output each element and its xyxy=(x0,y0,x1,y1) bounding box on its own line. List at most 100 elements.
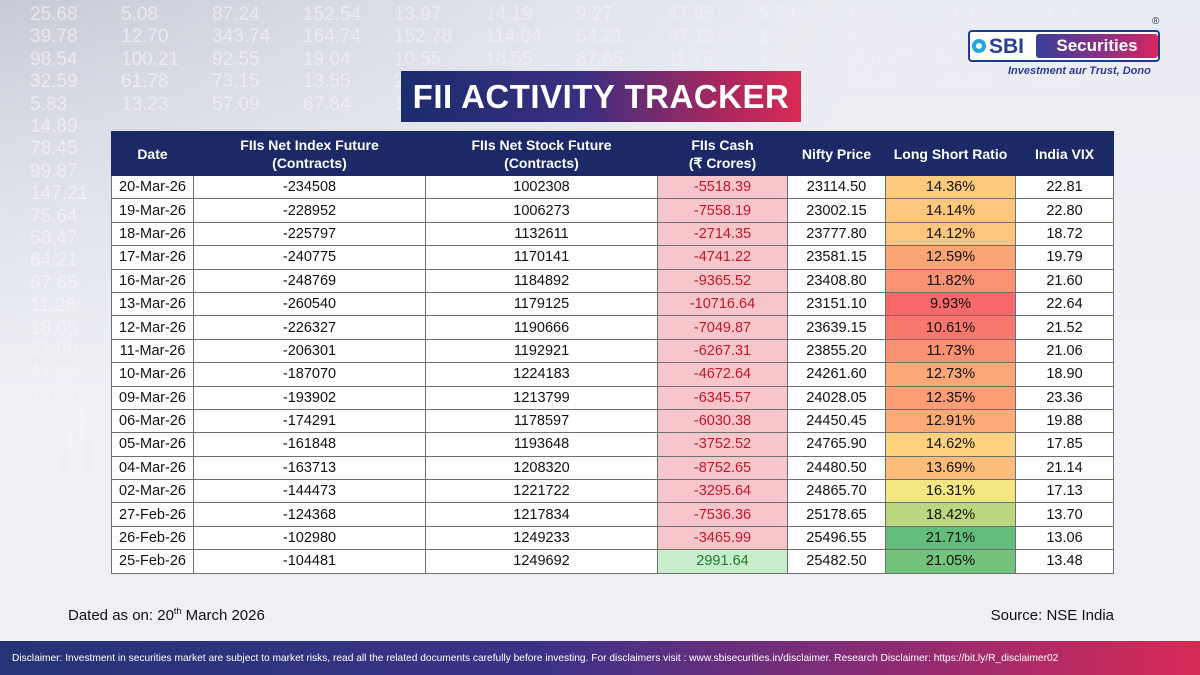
logo-frame: SBI Securities xyxy=(968,30,1160,62)
cell-stock-future: 1221722 xyxy=(425,479,658,504)
cell-stock-future: 1192921 xyxy=(425,338,658,364)
fii-activity-table: Date FIIs Net Index Future (Contracts) FIIs… xyxy=(111,131,1114,574)
cell-stock-future: 1178597 xyxy=(425,408,658,434)
column-header-line: FIIs Net Stock Future xyxy=(471,136,612,153)
cell-date: 18-Mar-26 xyxy=(111,221,194,247)
cell-nifty: 25482.50 xyxy=(787,549,886,574)
logo-securities-pill: Securities xyxy=(1036,34,1158,58)
candle-body xyxy=(67,430,73,490)
cell-vix: 21.60 xyxy=(1015,268,1114,293)
cell-ratio: 14.12% xyxy=(885,221,1016,247)
dated-prefix: Dated as on: 20 xyxy=(68,607,174,624)
table-row: 17-Mar-26 -240775 1170141 -4741.22 23581.15 1… xyxy=(111,245,1114,270)
cell-nifty: 24480.50 xyxy=(787,455,886,481)
column-header: India VIX xyxy=(1015,131,1114,176)
title-banner: FII ACTIVITY TRACKER xyxy=(401,71,801,122)
cell-vix: 19.79 xyxy=(1015,245,1114,270)
cell-vix: 21.06 xyxy=(1015,338,1114,364)
cell-index-future: -144473 xyxy=(193,479,426,504)
cell-ratio: 18.42% xyxy=(885,502,1016,527)
registered-mark: ® xyxy=(1152,16,1160,27)
cell-date: 12-Mar-26 xyxy=(111,315,194,340)
cell-vix: 18.90 xyxy=(1015,362,1114,387)
candle-body xyxy=(31,500,37,570)
cell-vix: 18.72 xyxy=(1015,221,1114,247)
column-header-line: (₹ Crores) xyxy=(688,154,757,171)
column-header: FIIs Cash (₹ Crores) xyxy=(657,131,788,176)
cell-index-future: -161848 xyxy=(193,432,426,457)
cell-ratio: 14.62% xyxy=(885,432,1016,457)
sbi-securities-logo: SBI Securities ® Investment aur Trust, D… xyxy=(968,16,1168,84)
cell-ratio: 12.59% xyxy=(885,245,1016,270)
cell-stock-future: 1249692 xyxy=(425,549,658,574)
disclaimer-text: Disclaimer: Investment in securities mar… xyxy=(12,652,1059,664)
cell-index-future: -226327 xyxy=(193,315,426,340)
cell-ratio: 12.73% xyxy=(885,362,1016,387)
cell-cash: -4672.64 xyxy=(657,362,788,387)
cell-vix: 17.85 xyxy=(1015,432,1114,457)
cell-nifty: 24028.05 xyxy=(787,385,886,410)
column-header-line: Long Short Ratio xyxy=(893,145,1008,162)
cell-date: 09-Mar-26 xyxy=(111,385,194,410)
cell-ratio: 21.71% xyxy=(885,525,1016,551)
cell-stock-future: 1217834 xyxy=(425,502,658,527)
cell-index-future: -187070 xyxy=(193,362,426,387)
cell-cash: -7558.19 xyxy=(657,198,788,223)
candle-body xyxy=(19,530,25,590)
cell-vix: 23.36 xyxy=(1015,385,1114,410)
cell-cash: -6345.57 xyxy=(657,385,788,410)
cell-cash: -5518.39 xyxy=(657,174,788,200)
cell-stock-future: 1249233 xyxy=(425,525,658,551)
cell-stock-future: 1193648 xyxy=(425,432,658,457)
cell-date: 04-Mar-26 xyxy=(111,455,194,481)
cell-date: 20-Mar-26 xyxy=(111,174,194,200)
cell-ratio: 13.69% xyxy=(885,455,1016,481)
cell-cash: -4741.22 xyxy=(657,245,788,270)
cell-date: 10-Mar-26 xyxy=(111,362,194,387)
column-header: FIIs Net Stock Future (Contracts) xyxy=(425,131,658,176)
cell-index-future: -124368 xyxy=(193,502,426,527)
dated-suffix: March 2026 xyxy=(181,607,265,624)
cell-index-future: -206301 xyxy=(193,338,426,364)
table-header-row: Date FIIs Net Index Future (Contracts) FIIs… xyxy=(111,131,1114,176)
cell-date: 05-Mar-26 xyxy=(111,432,194,457)
cell-date: 17-Mar-26 xyxy=(111,245,194,270)
table-row: 19-Mar-26 -228952 1006273 -7558.19 23002.15 1… xyxy=(111,198,1114,223)
cell-index-future: -225797 xyxy=(193,221,426,247)
table-row: 18-Mar-26 -225797 1132611 -2714.35 23777.80 1… xyxy=(111,221,1114,247)
column-header-line: FIIs Net Index Future xyxy=(240,136,379,153)
cell-cash: -7536.36 xyxy=(657,502,788,527)
cell-cash: -3752.52 xyxy=(657,432,788,457)
table-row: 26-Feb-26 -102980 1249233 -3465.99 25496.55 2… xyxy=(111,525,1114,551)
cell-vix: 22.81 xyxy=(1015,174,1114,200)
dated-as-on: Dated as on: 20th March 2026 xyxy=(68,606,265,625)
cell-ratio: 10.61% xyxy=(885,315,1016,340)
table-row: 20-Mar-26 -234508 1002308 -5518.39 23114.50 1… xyxy=(111,174,1114,200)
table-row: 25-Feb-26 -104481 1249692 2991.64 25482.50 21… xyxy=(111,549,1114,574)
cell-index-future: -163713 xyxy=(193,455,426,481)
dated-superscript: th xyxy=(173,606,182,616)
column-header: Long Short Ratio xyxy=(885,131,1016,176)
candle-body xyxy=(91,440,97,500)
cell-cash: -8752.65 xyxy=(657,455,788,481)
cell-stock-future: 1208320 xyxy=(425,455,658,481)
column-header: Date xyxy=(111,131,194,176)
cell-vix: 22.64 xyxy=(1015,291,1114,317)
table-row: 27-Feb-26 -124368 1217834 -7536.36 25178.65 1… xyxy=(111,502,1114,527)
cell-cash: -2714.35 xyxy=(657,221,788,247)
column-header-line: Nifty Price xyxy=(801,145,872,162)
cell-index-future: -102980 xyxy=(193,525,426,551)
column-header-line: Date xyxy=(137,145,168,162)
logo-securities-text: Securities xyxy=(1056,36,1138,55)
cell-vix: 22.80 xyxy=(1015,198,1114,223)
cell-nifty: 23581.15 xyxy=(787,245,886,270)
table-row: 13-Mar-26 -260540 1179125 -10716.64 23151.10… xyxy=(111,291,1114,317)
cell-nifty: 23408.80 xyxy=(787,268,886,293)
cell-cash: -6030.38 xyxy=(657,408,788,434)
cell-ratio: 14.14% xyxy=(885,198,1016,223)
cell-nifty: 24450.45 xyxy=(787,408,886,434)
table-row: 12-Mar-26 -226327 1190666 -7049.87 23639.15 1… xyxy=(111,315,1114,340)
cell-nifty: 24765.90 xyxy=(787,432,886,457)
cell-cash: -3295.64 xyxy=(657,479,788,504)
cell-ratio: 11.82% xyxy=(885,268,1016,293)
